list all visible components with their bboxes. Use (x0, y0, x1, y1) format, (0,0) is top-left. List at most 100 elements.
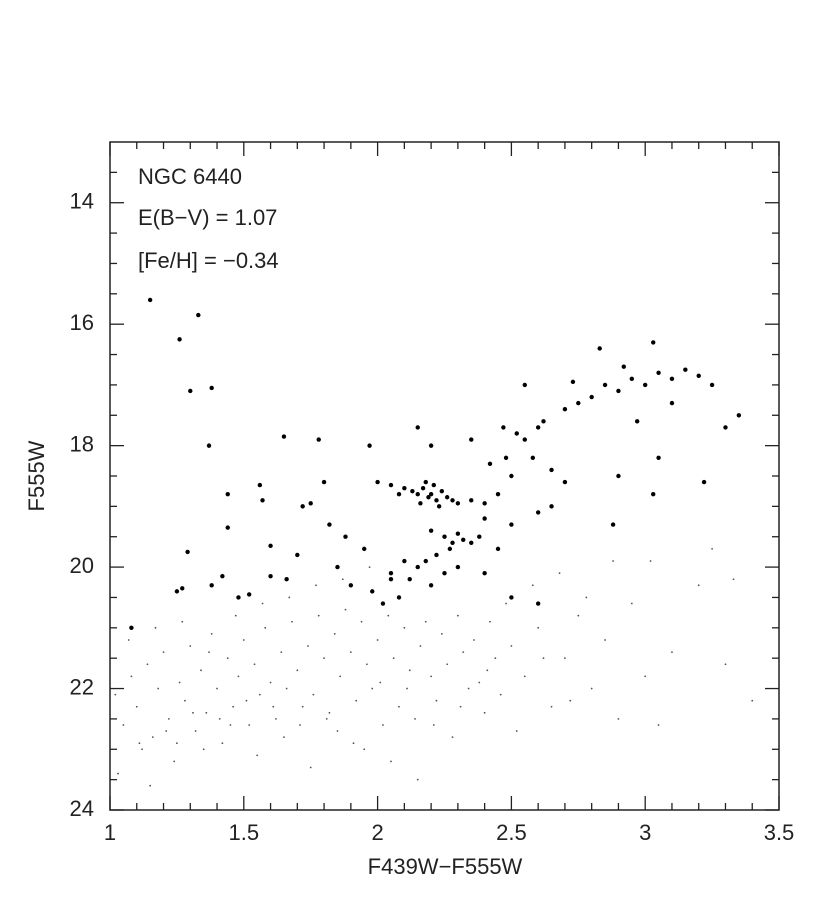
y-tick-label: 24 (70, 796, 94, 821)
data-point (462, 651, 465, 654)
data-point (483, 711, 486, 714)
data-point (315, 584, 317, 587)
data-point (149, 784, 152, 787)
data-point (510, 645, 513, 647)
data-point (616, 473, 621, 479)
data-point (348, 583, 354, 588)
data-point (656, 370, 661, 375)
data-point (264, 626, 267, 629)
data-point (260, 498, 265, 503)
data-point (630, 602, 633, 605)
data-point (649, 560, 652, 562)
data-point (446, 663, 449, 666)
data-point (564, 657, 566, 660)
data-point (174, 589, 180, 594)
data-point (711, 547, 713, 550)
data-point (323, 657, 325, 660)
data-point (416, 778, 419, 781)
data-point (415, 425, 420, 430)
data-point (634, 419, 640, 424)
x-tick-label: 1.5 (229, 820, 260, 845)
data-point (469, 498, 474, 503)
data-point (360, 620, 363, 623)
data-point (696, 373, 701, 378)
data-point (375, 479, 380, 485)
x-tick-label: 2.5 (496, 820, 527, 845)
data-point (478, 681, 481, 684)
data-point (261, 602, 264, 605)
data-point (651, 340, 656, 345)
data-point (333, 632, 336, 635)
data-point (220, 574, 225, 579)
data-point (455, 531, 461, 536)
data-point (162, 651, 165, 654)
data-point (410, 488, 415, 494)
data-point (242, 639, 245, 641)
data-point (253, 663, 256, 666)
data-point (656, 455, 661, 460)
data-point (167, 718, 170, 720)
data-point (114, 693, 117, 696)
data-point (192, 711, 194, 714)
data-point (173, 760, 176, 763)
data-point (434, 498, 439, 503)
data-point (602, 382, 608, 388)
data-point (248, 724, 251, 726)
data-point (388, 570, 394, 576)
data-point (482, 501, 487, 506)
data-point (503, 455, 509, 460)
data-point (569, 699, 572, 702)
data-point (388, 577, 394, 582)
data-point (697, 584, 700, 587)
data-point (236, 595, 241, 600)
data-point (321, 479, 327, 485)
data-point (482, 570, 487, 576)
data-point (439, 488, 445, 494)
data-point (669, 376, 675, 382)
data-point (423, 479, 428, 485)
data-point (435, 699, 438, 702)
data-point (285, 687, 288, 690)
x-tick-label: 1 (104, 820, 116, 845)
y-tick-label: 18 (70, 431, 94, 456)
data-point (597, 346, 602, 351)
data-point (362, 546, 367, 552)
data-point (430, 675, 433, 678)
data-point (418, 501, 423, 506)
data-point (530, 455, 536, 460)
data-point (221, 742, 224, 745)
data-point (495, 492, 501, 497)
y-tick-label: 16 (70, 310, 94, 335)
data-point (335, 564, 340, 570)
x-tick-label: 2 (371, 820, 383, 845)
data-point (467, 687, 470, 690)
data-point (549, 504, 554, 509)
data-point (268, 543, 273, 549)
data-point (428, 528, 434, 533)
data-point (283, 736, 285, 739)
y-axis-label: F555W (24, 440, 49, 511)
data-point (701, 479, 707, 485)
data-point (181, 620, 184, 623)
data-point (147, 297, 153, 303)
data-point (363, 748, 366, 751)
data-point (135, 705, 138, 708)
data-point (349, 651, 352, 654)
y-tick-label: 20 (70, 553, 94, 578)
data-point (495, 546, 501, 552)
data-point (477, 534, 482, 539)
y-tick-label: 14 (70, 189, 94, 214)
data-point (341, 578, 344, 581)
data-point (469, 437, 474, 442)
data-point (643, 382, 648, 388)
data-point (550, 705, 553, 708)
data-point (428, 443, 434, 448)
data-point (531, 584, 534, 587)
data-point (414, 718, 416, 720)
annotation: NGC 6440 (138, 164, 242, 189)
data-point (450, 498, 455, 503)
data-point (376, 639, 379, 641)
data-point (127, 639, 130, 641)
data-point (229, 724, 232, 726)
data-point (312, 693, 315, 696)
